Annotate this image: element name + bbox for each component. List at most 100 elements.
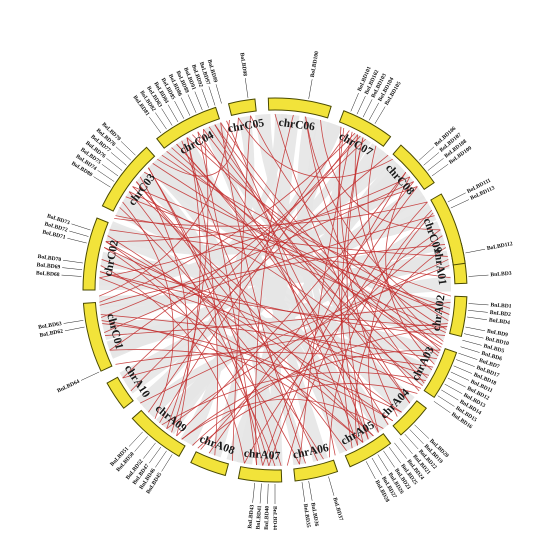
gene-leader-43 <box>63 320 84 324</box>
gene-leader-53 <box>106 158 123 171</box>
gene-leader-71 <box>356 95 366 115</box>
gene-label: BoLBD70 <box>37 254 61 263</box>
synteny-ribbon-3 <box>161 147 412 415</box>
duplication-link-layer <box>98 113 452 467</box>
gene-leader-34 <box>252 482 255 503</box>
gene-leader-21 <box>399 438 413 455</box>
gene-leader-55 <box>115 146 131 161</box>
duplication-link-76 <box>208 181 415 454</box>
gene-leader-20 <box>404 434 419 450</box>
duplication-link-41 <box>102 323 393 422</box>
gene-label: BoLBD68 <box>36 271 60 279</box>
gene-label: BnLBD1 <box>490 302 512 309</box>
duplication-link-5 <box>250 115 447 330</box>
chromosome-segment-chrC08 <box>392 144 435 191</box>
gene-leader-8 <box>460 346 480 353</box>
gene-label: BnLBD35 <box>302 504 311 529</box>
gene-label: BnLBD40 <box>264 506 271 530</box>
gene-leader-61 <box>174 100 185 119</box>
duplication-link-67 <box>232 115 251 461</box>
gene-leader-46 <box>63 259 83 264</box>
gene-leader-68 <box>244 78 249 98</box>
gene-leader-72 <box>362 99 373 118</box>
chromosome-label-chrA07: chrA07 <box>243 448 280 463</box>
duplication-link-23 <box>136 181 374 437</box>
duplication-link-9 <box>166 150 440 354</box>
gene-leader-80 <box>450 199 470 209</box>
gene-label: BoLBD112 <box>487 241 514 252</box>
chromosome-segment-chrC06 <box>267 97 332 119</box>
gene-leader-25 <box>377 454 389 472</box>
duplication-link-38 <box>159 134 358 424</box>
duplication-link-63 <box>208 126 411 404</box>
duplication-link-70 <box>148 130 350 413</box>
gene-leader-50 <box>93 176 111 188</box>
duplication-link-87 <box>200 229 441 450</box>
duplication-link-69 <box>336 127 364 443</box>
duplication-link-66 <box>226 120 336 456</box>
duplication-link-93 <box>238 117 393 179</box>
gene-leader-63 <box>187 94 197 113</box>
duplication-link-98 <box>192 326 448 446</box>
gene-leader-69 <box>308 79 313 99</box>
duplication-link-91 <box>114 201 428 227</box>
chromosome-segment-chrA07 <box>237 466 283 483</box>
synteny-ribbon-33 <box>106 172 414 256</box>
gene-leader-6 <box>463 333 484 339</box>
duplication-link-78 <box>328 209 433 458</box>
gene-leader-35 <box>161 454 173 472</box>
duplication-link-84 <box>274 113 411 404</box>
gene-leader-64 <box>194 91 203 111</box>
gene-leader-59 <box>161 108 173 126</box>
gene-label: BnLBD2 <box>489 310 511 318</box>
duplication-link-50 <box>128 191 270 466</box>
duplication-link-24 <box>346 137 369 440</box>
duplication-link-49 <box>125 196 446 333</box>
chromosome-segment-chrC03 <box>101 146 156 212</box>
gene-leader-5 <box>465 326 486 332</box>
duplication-link-90 <box>98 119 230 297</box>
duplication-link-58 <box>181 140 318 461</box>
gene-label: BoLBD100 <box>310 51 321 78</box>
synteny-ribbon-36 <box>296 116 374 443</box>
gene-leader-17 <box>433 401 451 413</box>
duplication-link-47 <box>105 241 300 465</box>
gene-leader-77 <box>427 158 444 171</box>
duplication-link-18 <box>338 126 398 417</box>
gene-leader-54 <box>110 152 127 166</box>
duplication-link-1 <box>104 301 451 336</box>
gene-label: BnLBD41 <box>256 505 264 530</box>
duplication-link-85 <box>340 137 364 449</box>
gene-leader-11 <box>453 365 473 374</box>
gene-leader-74 <box>374 106 386 124</box>
gene-leader-16 <box>437 395 455 407</box>
duplication-link-45 <box>100 265 245 464</box>
gene-leader-14 <box>444 383 463 394</box>
gene-leader-79 <box>447 192 466 203</box>
gene-leader-0 <box>465 248 486 254</box>
synteny-ribbon-16 <box>136 115 255 408</box>
duplication-link-10 <box>100 314 438 360</box>
gene-leader-29 <box>308 481 313 501</box>
gene-leader-40 <box>128 431 143 447</box>
duplication-link-52 <box>136 181 347 452</box>
duplication-link-72 <box>122 135 361 379</box>
gene-leader-76 <box>423 152 440 166</box>
chromosome-segment-chrA03 <box>423 347 458 399</box>
gene-leader-51 <box>97 170 115 182</box>
gene-leader-45 <box>62 267 83 270</box>
chromosome-segment-chrC02 <box>82 217 109 291</box>
chromosome-segment-chrC04 <box>156 106 221 149</box>
gene-leader-7 <box>462 339 482 346</box>
gene-leader-65 <box>201 88 209 108</box>
chromosome-segment-chrA04 <box>392 400 427 436</box>
gene-label: BoLBD98 <box>238 52 247 76</box>
chromosome-label-chrA02: chrA02 <box>431 294 448 332</box>
duplication-link-92 <box>157 117 239 177</box>
gene-leader-57 <box>149 116 162 134</box>
duplication-link-88 <box>130 154 389 392</box>
gene-leader-37 <box>149 446 162 464</box>
gene-leader-19 <box>409 429 424 445</box>
gene-leader-67 <box>215 84 222 104</box>
duplication-link-80 <box>115 215 448 257</box>
